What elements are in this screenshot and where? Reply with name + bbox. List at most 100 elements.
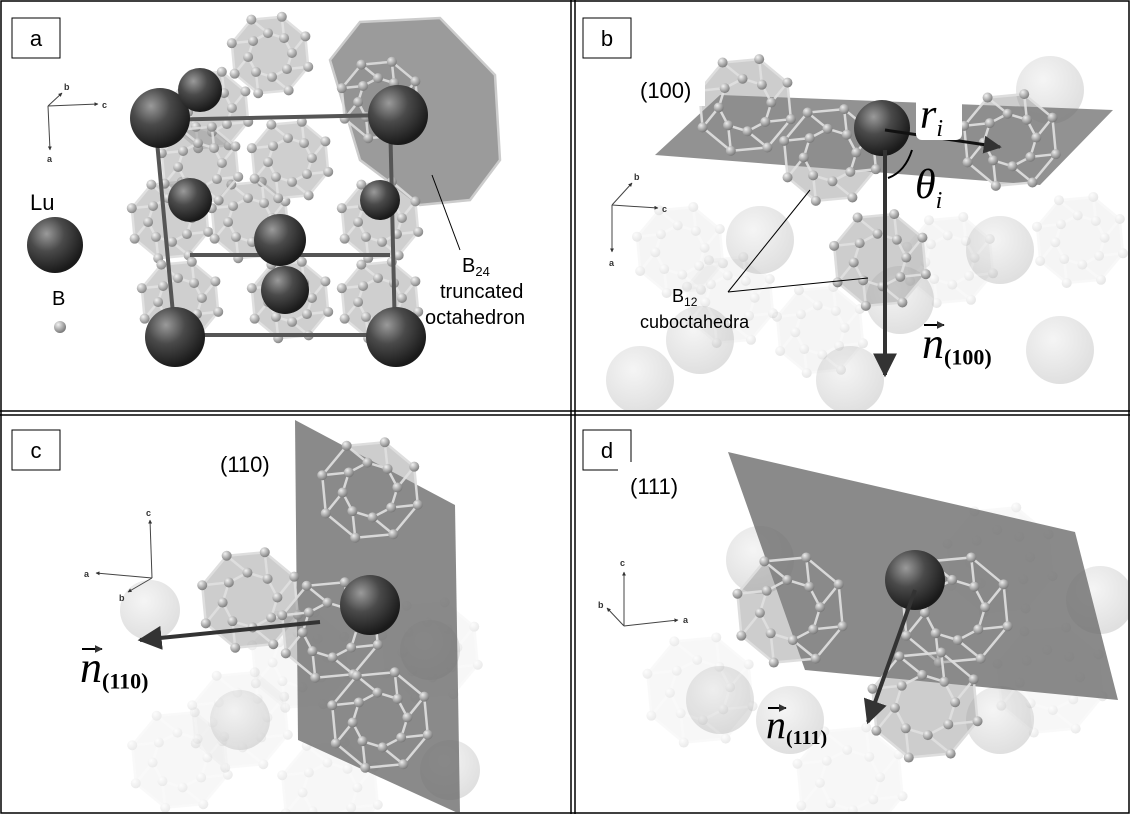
boron-atom [805,133,815,143]
boron-atom [298,628,308,638]
boron-atom [811,196,821,206]
boron-atom [827,176,837,186]
boron-atom [358,81,368,91]
boron-atom [302,309,312,319]
boron-atom [923,730,933,740]
axis-label: a [47,154,53,164]
boron-atom [360,763,370,773]
boron-atom [834,341,844,351]
boron-atom [792,759,802,769]
boron-atom [831,306,841,316]
boron-atom [321,508,331,518]
boron-atom [250,314,260,324]
boron-atom [1054,195,1064,205]
boron-atom [782,78,792,88]
boron-atom [317,470,327,480]
boron-atom [762,142,772,152]
boron-atom [342,441,352,451]
boron-atom [248,36,258,46]
boron-atom [953,635,963,645]
lu-atom [145,307,205,367]
panel-label: d [601,438,613,463]
boron-atom [813,300,823,310]
boron-atom [871,726,881,736]
normal-label: n(100) [922,319,992,370]
panel-art [606,54,1128,414]
boron-atom [197,293,207,303]
boron-atom [757,80,767,90]
boron-atom [378,742,388,752]
boron-atom [867,684,877,694]
boron-atom [259,198,269,208]
boron-atom [207,122,217,132]
boron-atom [946,749,956,759]
boron-atom [950,697,960,707]
boron-atom [889,209,899,219]
boron-atom [924,215,934,225]
normal-sub: (100) [944,345,992,370]
boron-atom [201,618,211,628]
boron-atom [851,148,861,158]
boron-atom [409,462,419,472]
boron-atom [413,227,423,237]
panel-art [642,452,1130,814]
boron-atom [277,676,287,686]
boron-atom [173,162,183,172]
boron-atom [1035,256,1045,266]
boron-atom [1027,177,1037,187]
boron-atom [356,260,366,270]
boron-atom [260,547,270,557]
boron-atom [796,801,806,811]
boron-atom [287,48,297,58]
boron-atom [356,60,366,70]
polyhedron-face [647,637,752,742]
normal-base: n [766,702,786,747]
boron-atom [718,258,728,268]
lu-atom [178,68,222,112]
boron-atom [849,257,859,267]
boron-atom [380,437,390,447]
boron-atom [156,260,166,270]
boron-atom [268,639,278,649]
boron-atom [358,281,368,291]
polyhedron-face [252,122,328,198]
boron-atom [413,500,423,510]
boron-atom [715,224,725,234]
legend-label: Lu [30,190,54,215]
boron-atom [873,229,883,239]
boron-atom [266,120,276,130]
boron-atom [228,201,238,211]
boron-atom [266,613,276,623]
boron-atom [890,703,900,713]
boron-atom [765,274,775,284]
boron-atom [742,126,752,136]
normal-base: n [922,319,944,368]
boron-atom [738,252,748,262]
boron-atom [855,238,865,248]
boron-atom [966,295,976,305]
boron-atom [662,288,672,298]
normal-sub: (110) [102,669,148,694]
boron-atom [898,791,908,801]
boron-atom [799,344,809,354]
boron-atom [976,654,986,664]
boron-atom [173,273,183,283]
boron-atom [148,201,158,211]
boron-atom [140,314,150,324]
polyhedron [642,632,757,747]
boron-atom [969,674,979,684]
boron-atom [901,253,911,263]
boron-atom [698,122,708,132]
boron-atom [230,141,240,151]
boron-atom [352,671,362,681]
boron-atom [1088,192,1098,202]
polyhedron [1032,192,1128,288]
boron-atom [1096,275,1106,285]
annotation-base: B [462,255,475,277]
ghost-atom [210,690,270,750]
boron-atom [961,236,971,246]
boron-atom [808,170,818,180]
boron-atom [750,293,760,303]
boron-atom [943,719,953,729]
boron-atom [985,234,995,244]
